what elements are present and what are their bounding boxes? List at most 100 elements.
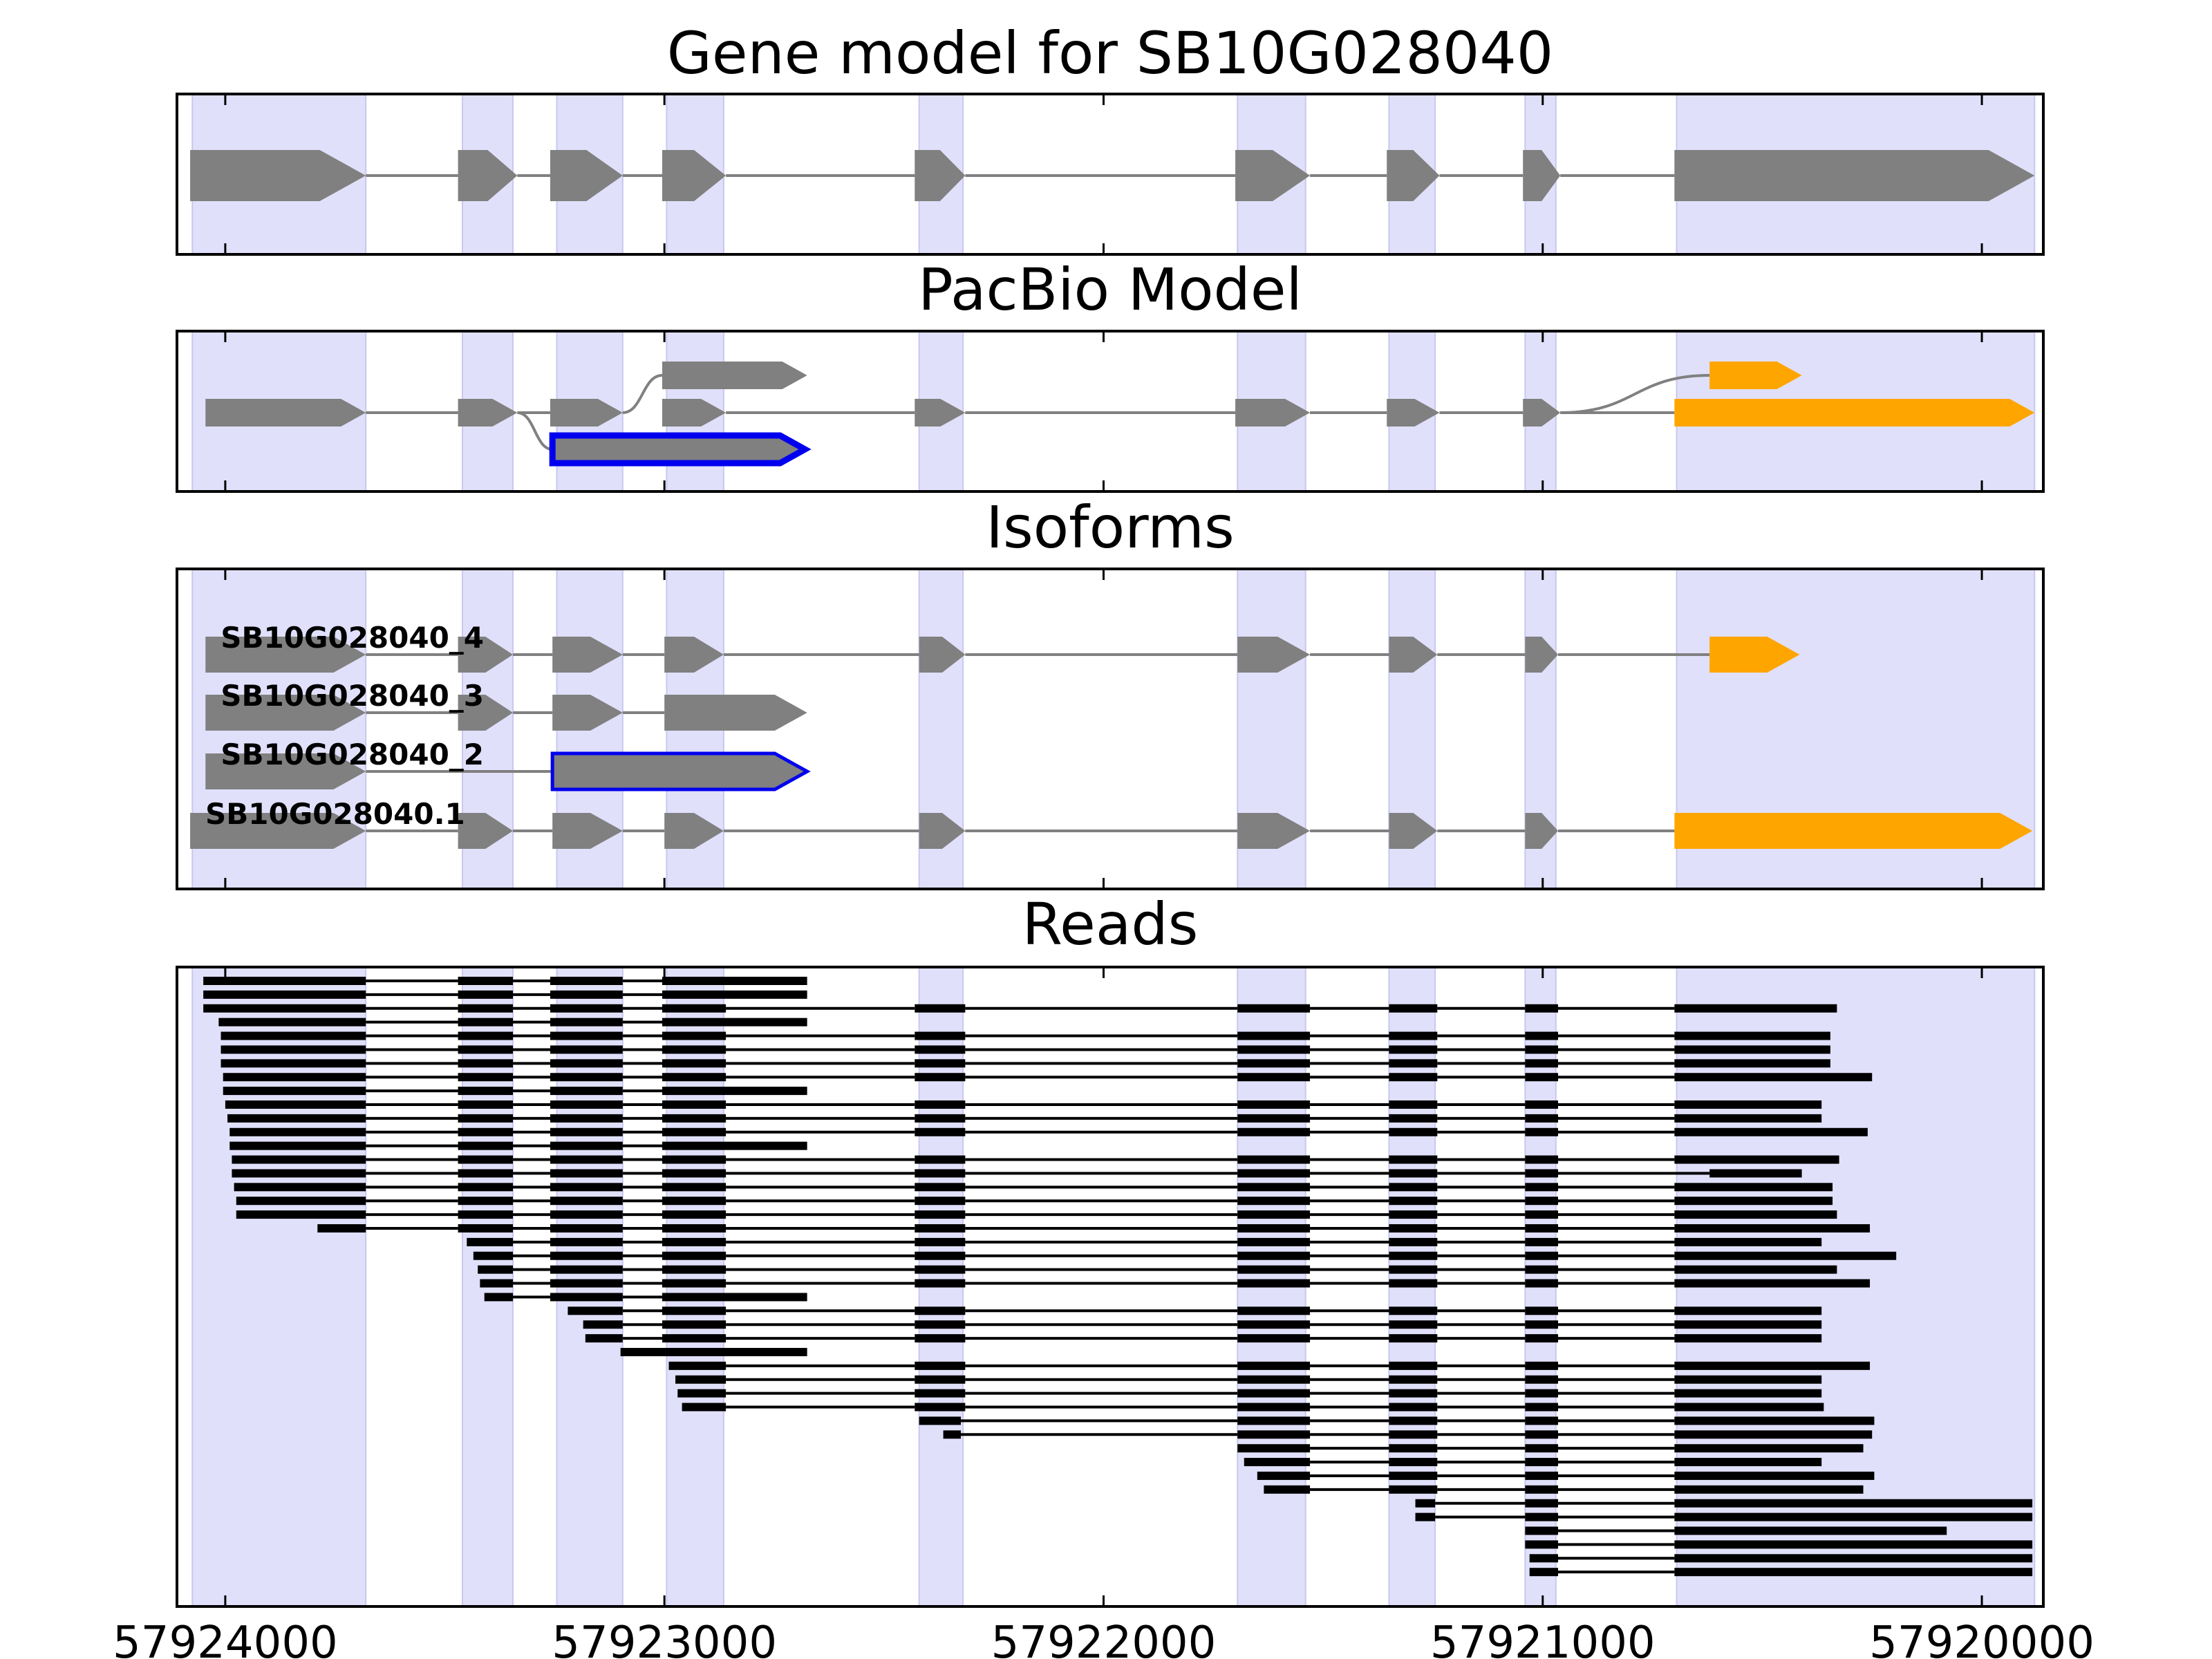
read-exon-block (1674, 1540, 2033, 1549)
read-exon-block (1525, 1512, 1558, 1521)
exon-block (458, 813, 513, 849)
read-exon-block (1674, 1031, 1830, 1040)
read-exon-block (1525, 1471, 1558, 1480)
read-exon-block (1237, 1100, 1311, 1109)
outlined-exon-block (549, 432, 812, 467)
read-exon-block (458, 1224, 513, 1232)
read-exon-block (675, 1375, 727, 1384)
x-tick-label: 57920000 (1869, 1618, 2094, 1659)
read-exon-block (1237, 1224, 1311, 1232)
read-exon-block (1415, 1499, 1436, 1508)
read-exon-block (550, 1210, 623, 1219)
read-exon-block (1237, 1334, 1311, 1343)
read-exon-block (203, 1004, 366, 1013)
read-exon-block (1389, 1430, 1438, 1439)
read-exon-block (919, 1416, 961, 1425)
read-exon-block (458, 1210, 513, 1219)
read-exon-block (1674, 1526, 1947, 1535)
read-exon-block (458, 1059, 513, 1068)
read-exon-block (1674, 1306, 1822, 1315)
read-exon-block (1674, 1430, 1873, 1439)
read-exon-block (1525, 1416, 1558, 1425)
read-exon-block (677, 1389, 727, 1398)
read-exon-block (662, 1251, 727, 1260)
read-exon-block (550, 1224, 623, 1232)
read-exon-block (221, 1031, 366, 1040)
exon-block (552, 813, 623, 849)
panel-gene-model-title: Gene model for SB10G028040 (667, 19, 1553, 87)
read-exon-block (1237, 1430, 1311, 1439)
read-exon-block (458, 1031, 513, 1040)
read-exon-block (662, 990, 807, 999)
read-exon-block (915, 1279, 966, 1288)
read-exon-block (915, 1155, 966, 1164)
panel-pacbio-model-frame (176, 330, 2045, 493)
read-exon-block (225, 1100, 366, 1109)
read-exon-block (550, 1087, 623, 1096)
read-exon-block (915, 1004, 966, 1013)
read-exon-block (915, 1224, 966, 1232)
isoform-label: SB10G028040_3 (221, 679, 484, 713)
read-exon-block (236, 1210, 366, 1219)
exon-block (550, 150, 623, 201)
exon-block (1235, 150, 1311, 201)
highlighted-exon-block (1674, 813, 2033, 849)
read-exon-block (480, 1279, 513, 1288)
exon-block (1387, 399, 1440, 427)
read-exon-block (1525, 1237, 1558, 1246)
read-exon-block (234, 1183, 366, 1192)
read-exon-block (550, 1169, 623, 1178)
exon-block (662, 399, 727, 427)
read-exon-block (1237, 1073, 1311, 1082)
read-exon-block (662, 1004, 727, 1013)
read-exon-block (473, 1251, 513, 1260)
read-exon-block (568, 1306, 623, 1315)
read-exon-block (1674, 1444, 1864, 1453)
read-exon-block (1674, 1458, 1822, 1467)
exon-block (190, 150, 366, 201)
read-exon-block (1389, 1100, 1438, 1109)
read-exon-block (458, 1073, 513, 1082)
read-exon-block (1415, 1512, 1436, 1521)
exon-block (458, 695, 513, 731)
read-exon-block (1389, 1251, 1438, 1260)
read-exon-block (1237, 1306, 1311, 1315)
read-exon-block (1674, 1059, 1830, 1068)
read-exon-block (1237, 1155, 1311, 1164)
read-exon-block (232, 1169, 366, 1178)
exon-block (1237, 637, 1311, 673)
read-exon-block (1674, 1045, 1830, 1054)
read-exon-block (1674, 1416, 1875, 1425)
read-exon-block (1389, 1059, 1438, 1068)
panel-pacbio-model-title: PacBio Model (918, 256, 1302, 324)
exon-block (458, 150, 518, 201)
read-exon-block (915, 1320, 966, 1329)
exon-block (1523, 150, 1561, 201)
read-exon-block (1389, 1265, 1438, 1274)
x-tick-label: 57921000 (1430, 1618, 1656, 1659)
read-exon-block (1674, 1471, 1875, 1480)
read-exon-block (458, 1183, 513, 1192)
read-exon-block (1525, 1375, 1558, 1384)
read-exon-block (1389, 1224, 1438, 1232)
read-exon-block (221, 1045, 366, 1054)
panel-isoforms: SB10G028040_4 SB10G028040_3 SB10G028040_2 S… (176, 494, 2045, 890)
read-exon-block (550, 1141, 623, 1150)
exon-block (458, 399, 518, 427)
read-exon-block (1674, 1004, 1837, 1013)
read-exon-block (1389, 1114, 1438, 1123)
exon-block (550, 399, 623, 427)
read-exon-block (1674, 1499, 2033, 1508)
read-exon-block (620, 1347, 807, 1356)
read-exon-block (1525, 1183, 1558, 1192)
panel-gene-model-marks (190, 150, 2035, 201)
read-exon-block (458, 1004, 513, 1013)
panel-gene-model-frame (176, 93, 2045, 256)
read-exon-block (1389, 1444, 1438, 1453)
read-exon-block (915, 1114, 966, 1123)
read-exon-block (662, 1306, 727, 1315)
read-exon-block (550, 1100, 623, 1109)
read-exon-block (1674, 1224, 1871, 1232)
read-exon-block (1525, 1265, 1558, 1274)
read-exon-block (915, 1265, 966, 1274)
